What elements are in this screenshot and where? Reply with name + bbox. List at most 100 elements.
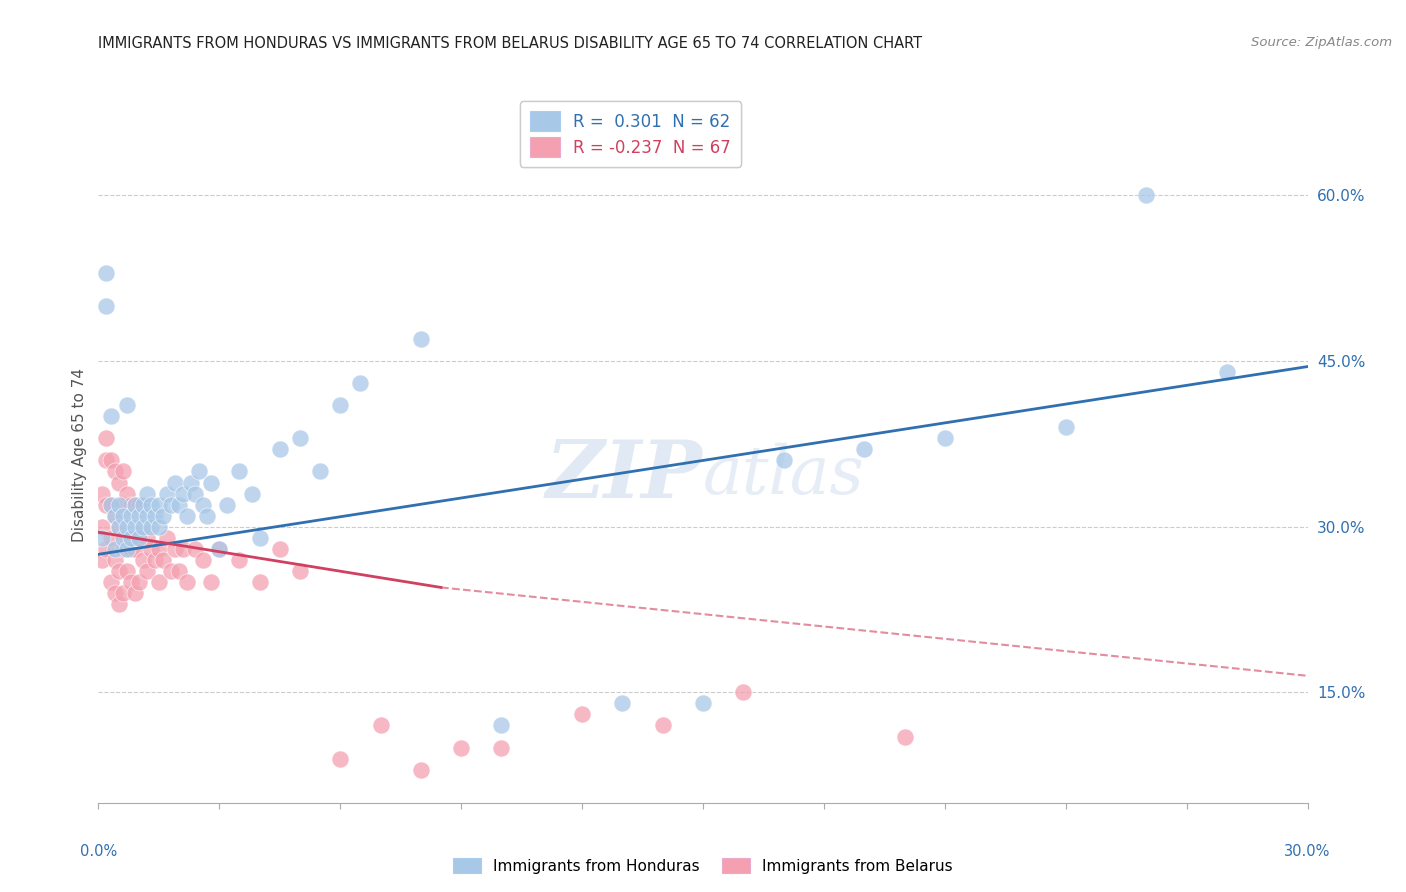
Point bbox=[111, 541, 134, 556]
Point bbox=[111, 586, 134, 600]
Point bbox=[143, 508, 166, 523]
Point bbox=[184, 486, 207, 500]
Point bbox=[128, 531, 150, 545]
Point bbox=[208, 541, 231, 556]
Point bbox=[132, 519, 155, 533]
Point bbox=[107, 519, 129, 533]
Point bbox=[370, 718, 392, 732]
Point bbox=[100, 409, 122, 424]
Point bbox=[124, 498, 146, 512]
Point bbox=[893, 730, 915, 744]
Point bbox=[156, 531, 179, 545]
Point bbox=[132, 519, 155, 533]
Point bbox=[96, 541, 118, 556]
Text: Source: ZipAtlas.com: Source: ZipAtlas.com bbox=[1251, 36, 1392, 49]
Point bbox=[96, 453, 118, 467]
Y-axis label: Disability Age 65 to 74: Disability Age 65 to 74 bbox=[72, 368, 87, 542]
Point bbox=[111, 465, 134, 479]
Point bbox=[152, 508, 174, 523]
Point bbox=[103, 541, 125, 556]
Point bbox=[195, 508, 218, 523]
Point bbox=[139, 541, 162, 556]
Point bbox=[111, 508, 134, 523]
Point bbox=[409, 763, 432, 777]
Point bbox=[249, 574, 271, 589]
Point bbox=[96, 431, 118, 445]
Point bbox=[184, 541, 207, 556]
Point bbox=[107, 498, 129, 512]
Point bbox=[91, 519, 114, 533]
Point bbox=[193, 553, 215, 567]
Point bbox=[772, 453, 794, 467]
Point bbox=[115, 486, 138, 500]
Text: ZIP: ZIP bbox=[546, 437, 703, 515]
Point bbox=[124, 498, 146, 512]
Point bbox=[103, 553, 125, 567]
Point bbox=[200, 475, 222, 490]
Point bbox=[148, 519, 170, 533]
Point bbox=[156, 486, 179, 500]
Point bbox=[148, 541, 170, 556]
Point bbox=[152, 553, 174, 567]
Point bbox=[103, 465, 125, 479]
Point bbox=[934, 431, 956, 445]
Point bbox=[240, 486, 263, 500]
Point bbox=[329, 751, 352, 765]
Point bbox=[172, 486, 194, 500]
Point bbox=[228, 553, 250, 567]
Point bbox=[163, 541, 186, 556]
Point bbox=[100, 453, 122, 467]
Point bbox=[100, 498, 122, 512]
Point bbox=[96, 299, 118, 313]
Point bbox=[128, 498, 150, 512]
Point bbox=[160, 498, 183, 512]
Point bbox=[120, 541, 142, 556]
Point bbox=[1054, 420, 1077, 434]
Point bbox=[124, 586, 146, 600]
Point bbox=[96, 266, 118, 280]
Point bbox=[288, 431, 311, 445]
Point bbox=[160, 564, 183, 578]
Point bbox=[148, 498, 170, 512]
Point bbox=[288, 564, 311, 578]
Point bbox=[124, 519, 146, 533]
Point bbox=[200, 574, 222, 589]
Point bbox=[135, 531, 157, 545]
Point bbox=[692, 697, 714, 711]
Point bbox=[107, 564, 129, 578]
Point bbox=[269, 541, 291, 556]
Point bbox=[91, 531, 114, 545]
Point bbox=[143, 553, 166, 567]
Point bbox=[135, 486, 157, 500]
Point bbox=[176, 508, 198, 523]
Point bbox=[163, 475, 186, 490]
Point bbox=[167, 564, 190, 578]
Point bbox=[450, 740, 472, 755]
Point bbox=[409, 332, 432, 346]
Point bbox=[491, 718, 513, 732]
Point bbox=[120, 531, 142, 545]
Point bbox=[135, 508, 157, 523]
Point bbox=[103, 508, 125, 523]
Point bbox=[349, 376, 371, 391]
Point bbox=[1216, 365, 1239, 379]
Point bbox=[733, 685, 755, 699]
Text: IMMIGRANTS FROM HONDURAS VS IMMIGRANTS FROM BELARUS DISABILITY AGE 65 TO 74 CORR: IMMIGRANTS FROM HONDURAS VS IMMIGRANTS F… bbox=[98, 36, 922, 51]
Point bbox=[217, 498, 239, 512]
Point bbox=[329, 398, 352, 412]
Point bbox=[103, 586, 125, 600]
Point bbox=[128, 531, 150, 545]
Point bbox=[115, 541, 138, 556]
Point bbox=[100, 498, 122, 512]
Point bbox=[107, 519, 129, 533]
Point bbox=[124, 541, 146, 556]
Point bbox=[111, 498, 134, 512]
Legend: Immigrants from Honduras, Immigrants from Belarus: Immigrants from Honduras, Immigrants fro… bbox=[447, 852, 959, 880]
Point bbox=[853, 442, 876, 457]
Point bbox=[120, 498, 142, 512]
Legend: R =  0.301  N = 62, R = -0.237  N = 67: R = 0.301 N = 62, R = -0.237 N = 67 bbox=[520, 102, 741, 167]
Point bbox=[612, 697, 634, 711]
Point bbox=[208, 541, 231, 556]
Point bbox=[128, 508, 150, 523]
Point bbox=[135, 564, 157, 578]
